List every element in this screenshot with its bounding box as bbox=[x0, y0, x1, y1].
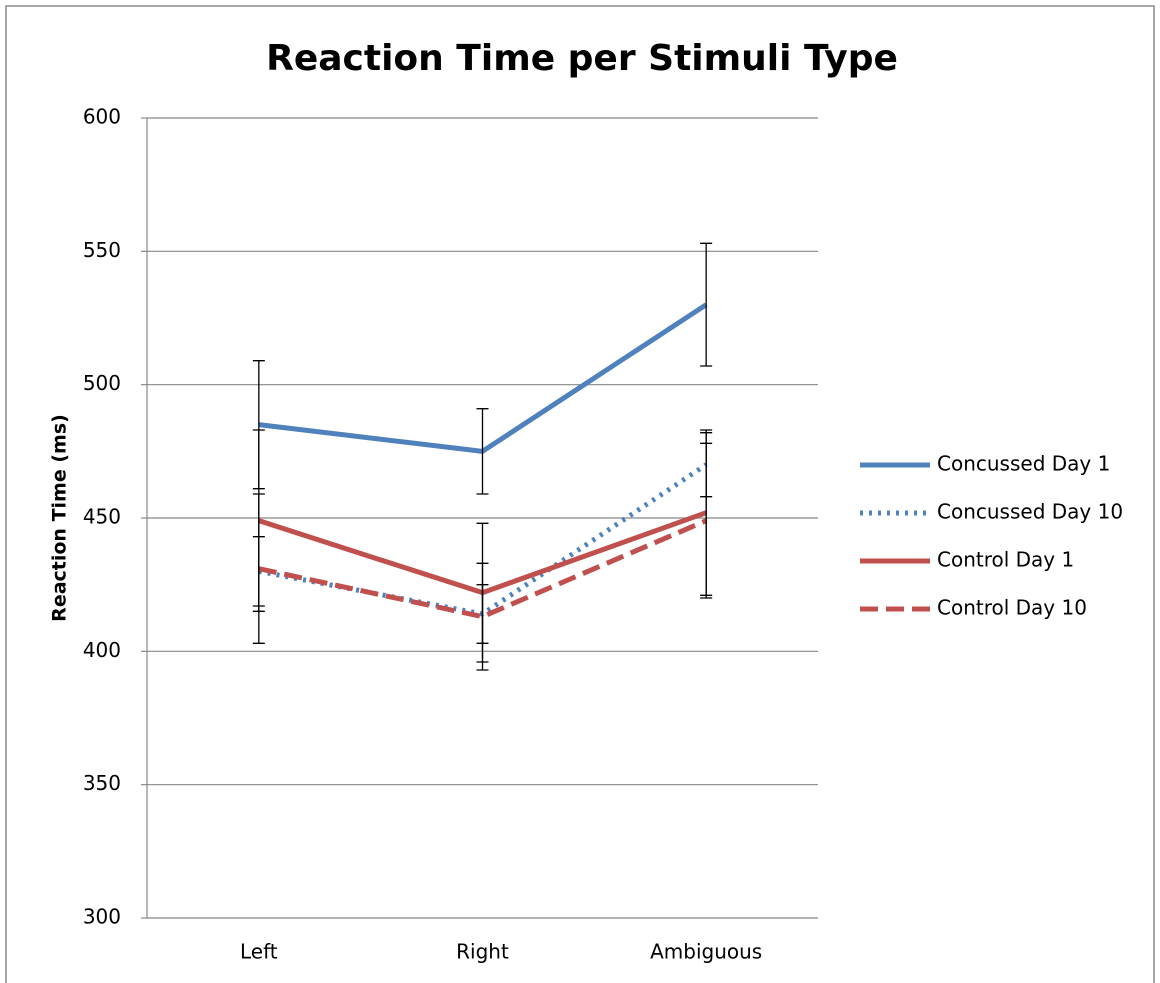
y-tick-label: 350 bbox=[83, 771, 121, 795]
x-tick-label: Right bbox=[456, 940, 509, 964]
chart-border bbox=[5, 5, 1155, 983]
x-tick-label: Left bbox=[240, 940, 278, 964]
series-line bbox=[258, 518, 708, 620]
x-tick-label: Ambiguous bbox=[650, 940, 762, 964]
legend-label: Control Day 10 bbox=[937, 596, 1087, 620]
y-axis-label: Reaction Time (ms) bbox=[49, 414, 71, 622]
error-bar bbox=[476, 408, 489, 495]
y-tick-label: 450 bbox=[83, 505, 121, 529]
chart-title: Reaction Time per Stimuli Type bbox=[266, 38, 898, 79]
error-bar bbox=[700, 242, 713, 367]
y-tick-label: 550 bbox=[83, 238, 121, 262]
error-bar bbox=[476, 562, 489, 671]
legend-label: Concussed Day 1 bbox=[937, 452, 1110, 476]
legend-label: Control Day 1 bbox=[937, 548, 1074, 572]
legend-label: Concussed Day 10 bbox=[937, 500, 1123, 524]
error-bar bbox=[252, 493, 265, 644]
y-tick-label: 500 bbox=[83, 371, 121, 395]
y-tick-label: 300 bbox=[83, 905, 121, 929]
y-tick-label: 400 bbox=[83, 638, 121, 662]
error-bar bbox=[700, 442, 713, 599]
y-tick-label: 600 bbox=[83, 105, 121, 129]
